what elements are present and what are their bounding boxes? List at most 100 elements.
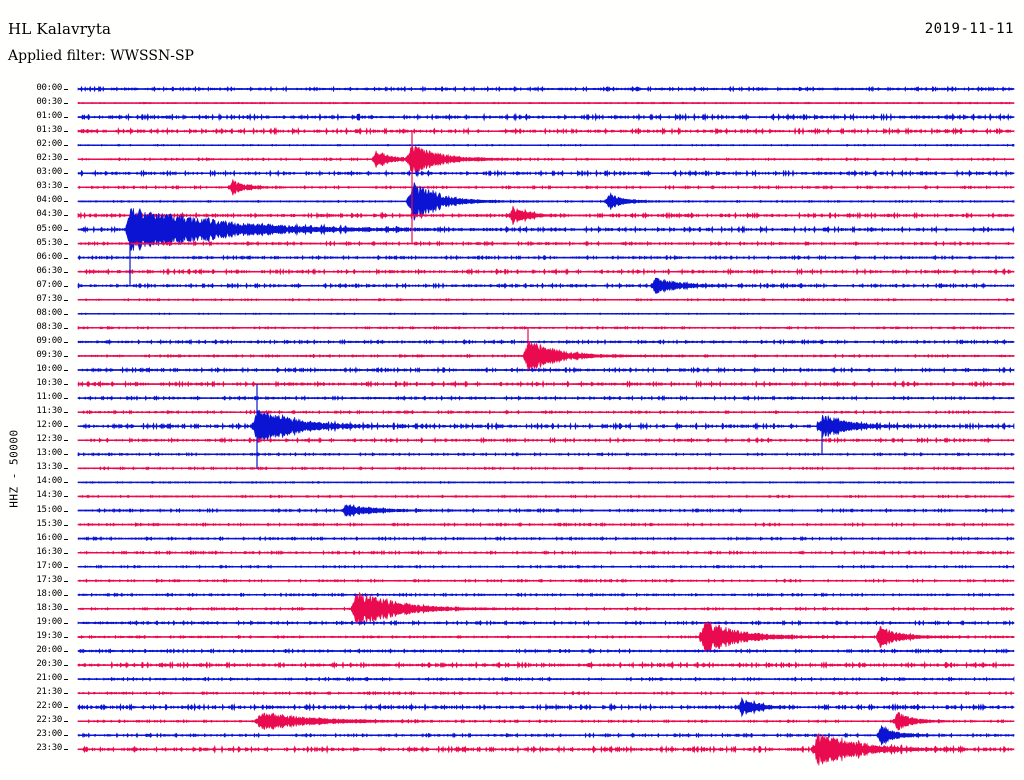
time-label: 21:30	[36, 687, 62, 698]
time-label: 00:00	[36, 83, 62, 93]
time-label: 11:30	[36, 406, 62, 417]
time-tick	[64, 594, 68, 596]
time-tick	[64, 145, 68, 147]
time-label: 15:30	[36, 518, 62, 529]
time-tick	[64, 173, 68, 175]
time-tick	[64, 299, 68, 301]
time-label: 20:30	[36, 659, 62, 670]
time-tick	[64, 454, 68, 456]
time-label: 01:30	[36, 125, 62, 136]
time-label: 05:00	[36, 223, 62, 234]
time-tick	[64, 257, 68, 259]
time-tick	[64, 749, 68, 751]
time-tick	[64, 215, 68, 217]
time-tick	[64, 229, 68, 231]
time-label: 09:00	[36, 335, 62, 346]
time-label: 04:00	[36, 195, 62, 206]
time-tick	[64, 636, 68, 638]
time-tick	[64, 271, 68, 273]
time-label: 06:00	[36, 251, 62, 262]
time-tick	[64, 131, 68, 133]
time-tick	[64, 608, 68, 610]
time-tick	[64, 580, 68, 582]
station-title: HL Kalavryta	[8, 20, 112, 38]
time-tick	[64, 327, 68, 329]
header: HL Kalavryta 2019-11-11 Applied filter: …	[0, 0, 1024, 74]
time-label: 23:30	[36, 743, 62, 754]
time-label: 16:00	[36, 532, 62, 543]
time-tick	[64, 117, 68, 119]
time-label: 10:00	[36, 364, 62, 374]
time-tick	[64, 735, 68, 737]
time-tick	[64, 89, 68, 90]
time-label: 03:30	[36, 181, 62, 192]
time-label: 12:00	[36, 420, 62, 431]
time-label: 18:00	[36, 588, 62, 599]
time-tick	[64, 552, 68, 554]
time-tick	[64, 665, 68, 667]
time-label: 08:00	[36, 307, 62, 318]
time-label: 01:00	[36, 111, 62, 122]
time-label: 12:30	[36, 434, 62, 445]
time-tick	[64, 103, 68, 105]
time-label: 22:30	[36, 715, 62, 726]
time-label: 11:00	[36, 392, 62, 403]
time-tick	[64, 159, 68, 161]
time-tick	[64, 440, 68, 442]
time-tick	[64, 243, 68, 245]
time-tick	[64, 384, 68, 386]
time-tick	[64, 524, 68, 526]
time-tick	[64, 693, 68, 695]
time-tick	[64, 313, 68, 315]
time-tick	[64, 201, 68, 203]
time-label: 10:30	[36, 378, 62, 389]
time-tick	[64, 651, 68, 652]
time-label: 09:30	[36, 349, 62, 360]
time-label: 05:30	[36, 237, 62, 248]
time-label: 17:00	[36, 560, 62, 571]
time-label: 22:00	[36, 701, 62, 712]
time-label: 17:30	[36, 574, 62, 585]
time-label: 13:00	[36, 448, 62, 459]
time-label: 07:30	[36, 293, 62, 304]
time-label: 18:30	[36, 602, 62, 613]
seismic-traces	[77, 85, 1015, 766]
time-tick	[64, 398, 68, 400]
time-tick	[64, 285, 68, 287]
time-tick	[64, 496, 68, 498]
time-label: 15:00	[36, 504, 62, 515]
time-tick	[64, 370, 68, 371]
time-label: 19:30	[36, 630, 62, 641]
time-label: 14:30	[36, 490, 62, 501]
time-label: 08:30	[36, 321, 62, 332]
time-tick	[64, 468, 68, 470]
time-label: 14:00	[36, 476, 62, 487]
time-label: 19:00	[36, 616, 62, 627]
time-label: 13:30	[36, 462, 62, 473]
time-tick	[64, 355, 68, 357]
time-label: 21:00	[36, 673, 62, 684]
time-label: 06:30	[36, 265, 62, 276]
time-tick	[64, 538, 68, 540]
time-label: 20:00	[36, 645, 62, 655]
time-tick	[64, 679, 68, 681]
time-label: 07:00	[36, 279, 62, 290]
time-tick	[64, 510, 68, 512]
time-tick	[64, 721, 68, 723]
time-tick	[64, 426, 68, 428]
time-tick	[64, 622, 68, 624]
time-axis-labels: 00:00 00:30 01:00 01:30 02:00 02:30 03:00 03:30…	[0, 74, 78, 780]
time-tick	[64, 707, 68, 709]
time-tick	[64, 187, 68, 189]
time-tick	[64, 341, 68, 343]
time-label: 02:00	[36, 139, 62, 150]
filter-label: Applied filter: WWSSN-SP	[8, 48, 194, 64]
record-date: 2019-11-11	[924, 21, 1014, 37]
time-label: 00:30	[36, 97, 62, 108]
time-label: 04:30	[36, 209, 62, 220]
helicorder-plot: HHZ - 50000 00:00 00:30 01:00 01:30 02:00 02:…	[0, 74, 1024, 780]
time-label: 23:00	[36, 729, 62, 740]
time-tick	[64, 566, 68, 568]
time-tick	[64, 482, 68, 484]
